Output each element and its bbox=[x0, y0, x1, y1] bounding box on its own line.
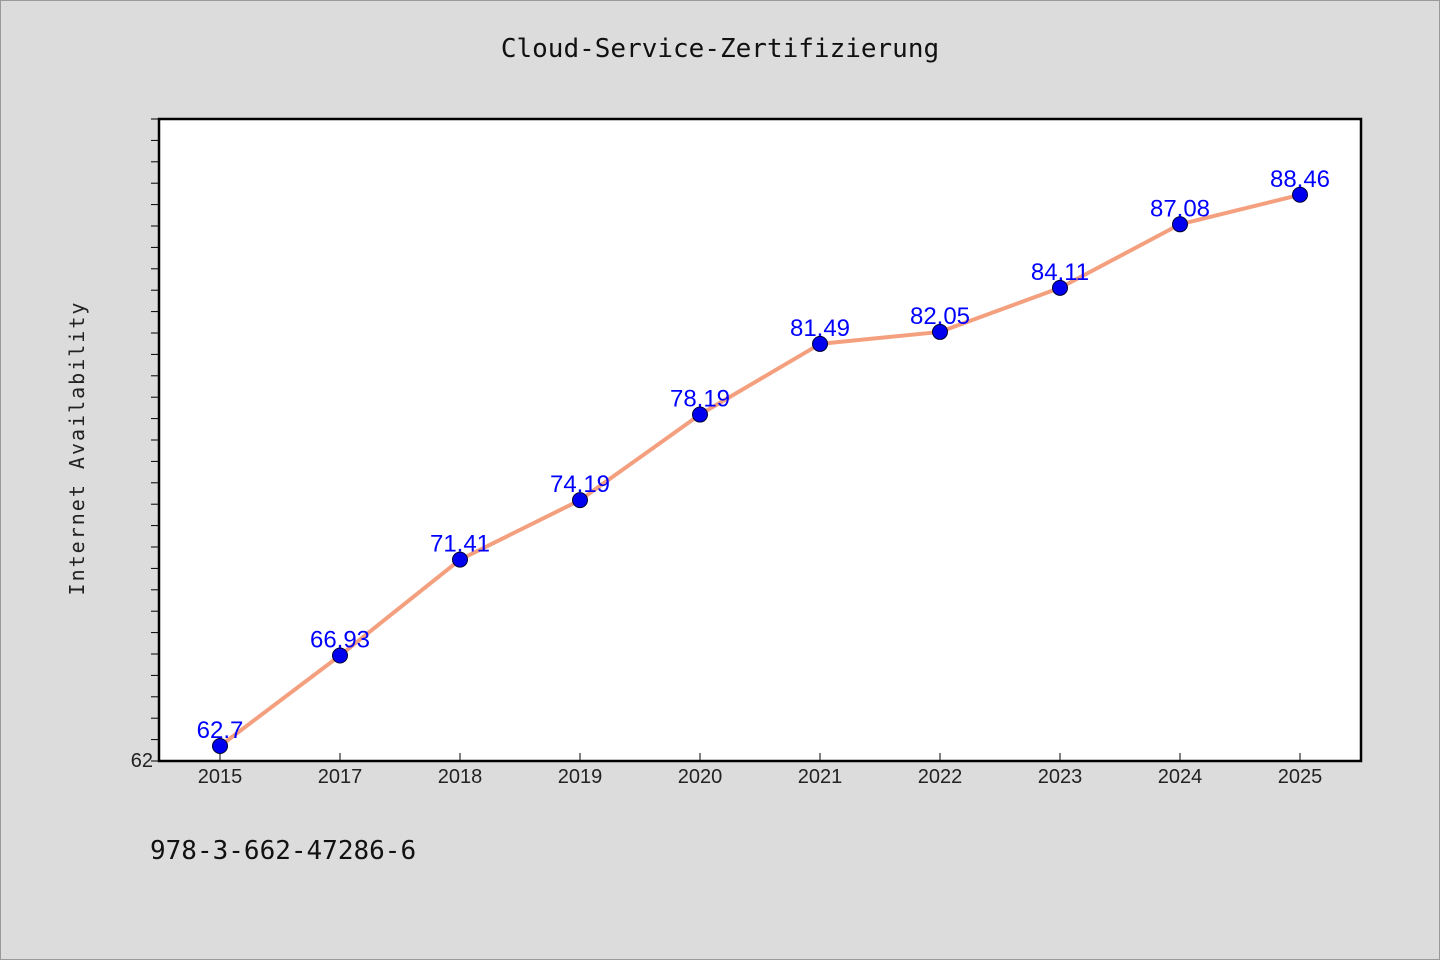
data-label: 74.19 bbox=[550, 471, 610, 498]
chart-title: Cloud-Service-Zertifizierung bbox=[500, 34, 940, 64]
data-label: 62.7 bbox=[197, 717, 244, 744]
data-label: 88.46 bbox=[1270, 166, 1330, 193]
data-point bbox=[812, 335, 828, 352]
x-tick-label: 2021 bbox=[798, 766, 843, 788]
data-point bbox=[1172, 216, 1188, 233]
x-tick-label: 2017 bbox=[318, 766, 363, 788]
data-point bbox=[332, 647, 348, 664]
x-tick-label: 2024 bbox=[1158, 766, 1203, 788]
data-markers bbox=[212, 186, 1308, 755]
x-tick-label: 2023 bbox=[1038, 766, 1083, 788]
data-label: 78.19 bbox=[670, 386, 730, 413]
data-labels: 62.7 66.93 71.41 74.19 78.19 81.49 82.05 84.11 8… bbox=[197, 166, 1330, 744]
data-label: 81.49 bbox=[790, 315, 850, 342]
y-axis-ticks: 62 bbox=[131, 118, 159, 772]
data-label: 87.08 bbox=[1150, 195, 1210, 222]
data-point bbox=[572, 492, 588, 509]
data-label: 71.41 bbox=[430, 531, 490, 558]
data-label: 84.11 bbox=[1031, 259, 1089, 286]
x-axis-ticks: 2015 2017 2018 2019 2020 2021 2022 2023 2024 2025 bbox=[198, 753, 1323, 788]
data-point bbox=[1292, 186, 1308, 203]
data-label: 82.05 bbox=[910, 303, 970, 330]
series-line bbox=[218, 192, 1301, 748]
x-tick-label: 2015 bbox=[198, 766, 243, 788]
plot-area bbox=[157, 117, 1363, 763]
data-point bbox=[212, 738, 228, 755]
x-tick-label: 2020 bbox=[678, 766, 723, 788]
data-point bbox=[932, 323, 948, 340]
x-tick-label: 2022 bbox=[918, 766, 963, 788]
data-point bbox=[692, 406, 708, 423]
footer-code: 978-3-662-47286-6 bbox=[150, 836, 417, 866]
data-label: 66.93 bbox=[310, 626, 370, 653]
x-tick-label: 2019 bbox=[558, 766, 603, 788]
data-point bbox=[1052, 279, 1068, 296]
x-tick-label: 2018 bbox=[438, 766, 483, 788]
data-point bbox=[452, 551, 468, 568]
x-tick-label: 2025 bbox=[1278, 766, 1323, 788]
y-tick-label: 62 bbox=[131, 750, 153, 772]
